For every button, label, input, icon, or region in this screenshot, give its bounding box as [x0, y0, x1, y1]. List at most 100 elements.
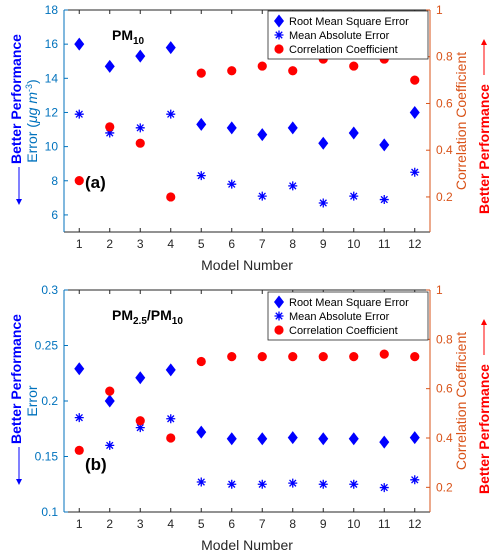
y-left-tick-label: 0.2	[41, 394, 58, 408]
circle-point	[74, 445, 84, 455]
x-tick-label: 1	[76, 237, 83, 251]
y-left-label-suffix: )	[24, 79, 40, 84]
circle-point	[410, 352, 420, 362]
circle-point	[349, 61, 359, 71]
x-tick-label: 2	[106, 517, 113, 531]
performance-left-arrowhead	[16, 479, 22, 485]
x-tick-label: 8	[289, 237, 296, 251]
legend-box	[267, 291, 429, 341]
diamond-point	[135, 49, 146, 63]
x-tick-label: 4	[167, 517, 174, 531]
series-circle	[74, 54, 420, 202]
diamond-point	[409, 105, 420, 119]
legend: Root Mean Square Error Mean Absolute Erro…	[267, 10, 429, 60]
asterisk-point	[105, 440, 115, 450]
circle-point	[135, 416, 145, 426]
y-left-tick-label: 0.1	[41, 505, 58, 519]
x-tick-label: 3	[137, 517, 144, 531]
panel-label: (b)	[85, 455, 107, 474]
y-left-tick-label: 12	[45, 105, 59, 119]
x-tick-label: 2	[106, 237, 113, 251]
diamond-point	[287, 121, 298, 135]
x-tick-label: 11	[378, 237, 391, 251]
circle-point	[166, 192, 176, 202]
asterisk-point	[105, 128, 115, 138]
performance-left-arrowhead	[16, 199, 22, 205]
legend-entry: Root Mean Square Error	[289, 16, 409, 28]
x-tick-label: 8	[289, 517, 296, 531]
x-tick-label: 4	[167, 237, 174, 251]
asterisk-point	[196, 171, 206, 181]
y-left-label: Error	[24, 385, 40, 416]
diamond-point	[348, 126, 359, 140]
legend-entry: Mean Absolute Error	[289, 311, 390, 323]
y-right-label: Correlation Coefficient	[453, 332, 469, 470]
x-tick-label: 7	[259, 517, 266, 531]
diamond-point	[348, 432, 359, 446]
diamond-point	[379, 435, 390, 449]
diamond-point	[165, 363, 176, 377]
circle-point	[227, 66, 237, 76]
x-tick-label: 11	[378, 517, 391, 531]
diamond-point	[104, 394, 115, 408]
asterisk-point	[410, 167, 420, 177]
diamond-point	[257, 432, 268, 446]
diamond-point	[74, 362, 85, 376]
legend-asterisk-marker	[274, 30, 284, 40]
panel-title-sub2: 10	[172, 316, 184, 327]
diamond-point	[379, 138, 390, 152]
diamond-point	[257, 128, 268, 142]
circle-point	[318, 352, 328, 362]
panel-title-main: PM	[112, 27, 133, 43]
circle-point	[105, 122, 115, 132]
legend: Root Mean Square Error Mean Absolute Erro…	[267, 291, 429, 341]
y-right-tick-label: 1	[436, 283, 443, 297]
diamond-point	[318, 136, 329, 150]
legend-entry: Correlation Coefficient	[289, 44, 398, 56]
x-tick-label: 12	[408, 517, 422, 531]
panel-label: (a)	[85, 173, 106, 192]
y-left-tick-label: 0.15	[35, 450, 59, 464]
x-tick-label: 12	[408, 237, 422, 251]
circle-point	[410, 75, 420, 85]
x-tick-label: 1	[76, 517, 83, 531]
y-right-tick-label: 0.4	[436, 143, 453, 157]
circle-point	[74, 175, 84, 186]
panel-title-sub: 2.5	[133, 316, 147, 327]
performance-right-arrowhead	[481, 319, 487, 325]
diamond-point	[196, 425, 207, 439]
x-tick-label: 3	[137, 237, 144, 251]
x-tick-label: 9	[320, 237, 327, 251]
asterisk-point	[288, 181, 298, 191]
y-left-tick-label: 10	[45, 140, 59, 154]
panel-title: PM2.5/PM10	[112, 307, 183, 327]
x-tick-label: 9	[320, 517, 327, 531]
y-right-tick-label: 0.8	[436, 50, 453, 64]
circle-point	[257, 352, 267, 362]
diamond-point	[165, 41, 176, 55]
asterisk-point	[257, 479, 267, 489]
legend-entry: Root Mean Square Error	[289, 297, 409, 309]
y-left-label-sup: -3	[24, 84, 34, 92]
asterisk-point	[166, 109, 176, 119]
legend-circle-marker	[274, 325, 284, 335]
series-diamond	[74, 362, 420, 449]
legend-entry: Correlation Coefficient	[289, 325, 398, 337]
y-right-tick-label: 0.2	[436, 480, 453, 494]
x-axis-label: Model Number	[201, 537, 293, 553]
x-tick-label: 10	[347, 517, 361, 531]
asterisk-point	[227, 179, 237, 189]
y-left-tick-label: 14	[45, 71, 59, 85]
diamond-point	[226, 121, 237, 135]
diamond-point	[287, 431, 298, 445]
y-left-tick-label: 16	[45, 37, 59, 51]
circle-point	[105, 386, 115, 396]
legend-diamond-marker	[274, 295, 284, 309]
circle-point	[379, 349, 389, 359]
legend-circle-marker	[274, 44, 284, 54]
y-right-tick-label: 0.2	[436, 190, 453, 204]
circle-point	[349, 352, 359, 362]
diamond-point	[226, 432, 237, 446]
panel-title-sub: 10	[133, 36, 145, 47]
